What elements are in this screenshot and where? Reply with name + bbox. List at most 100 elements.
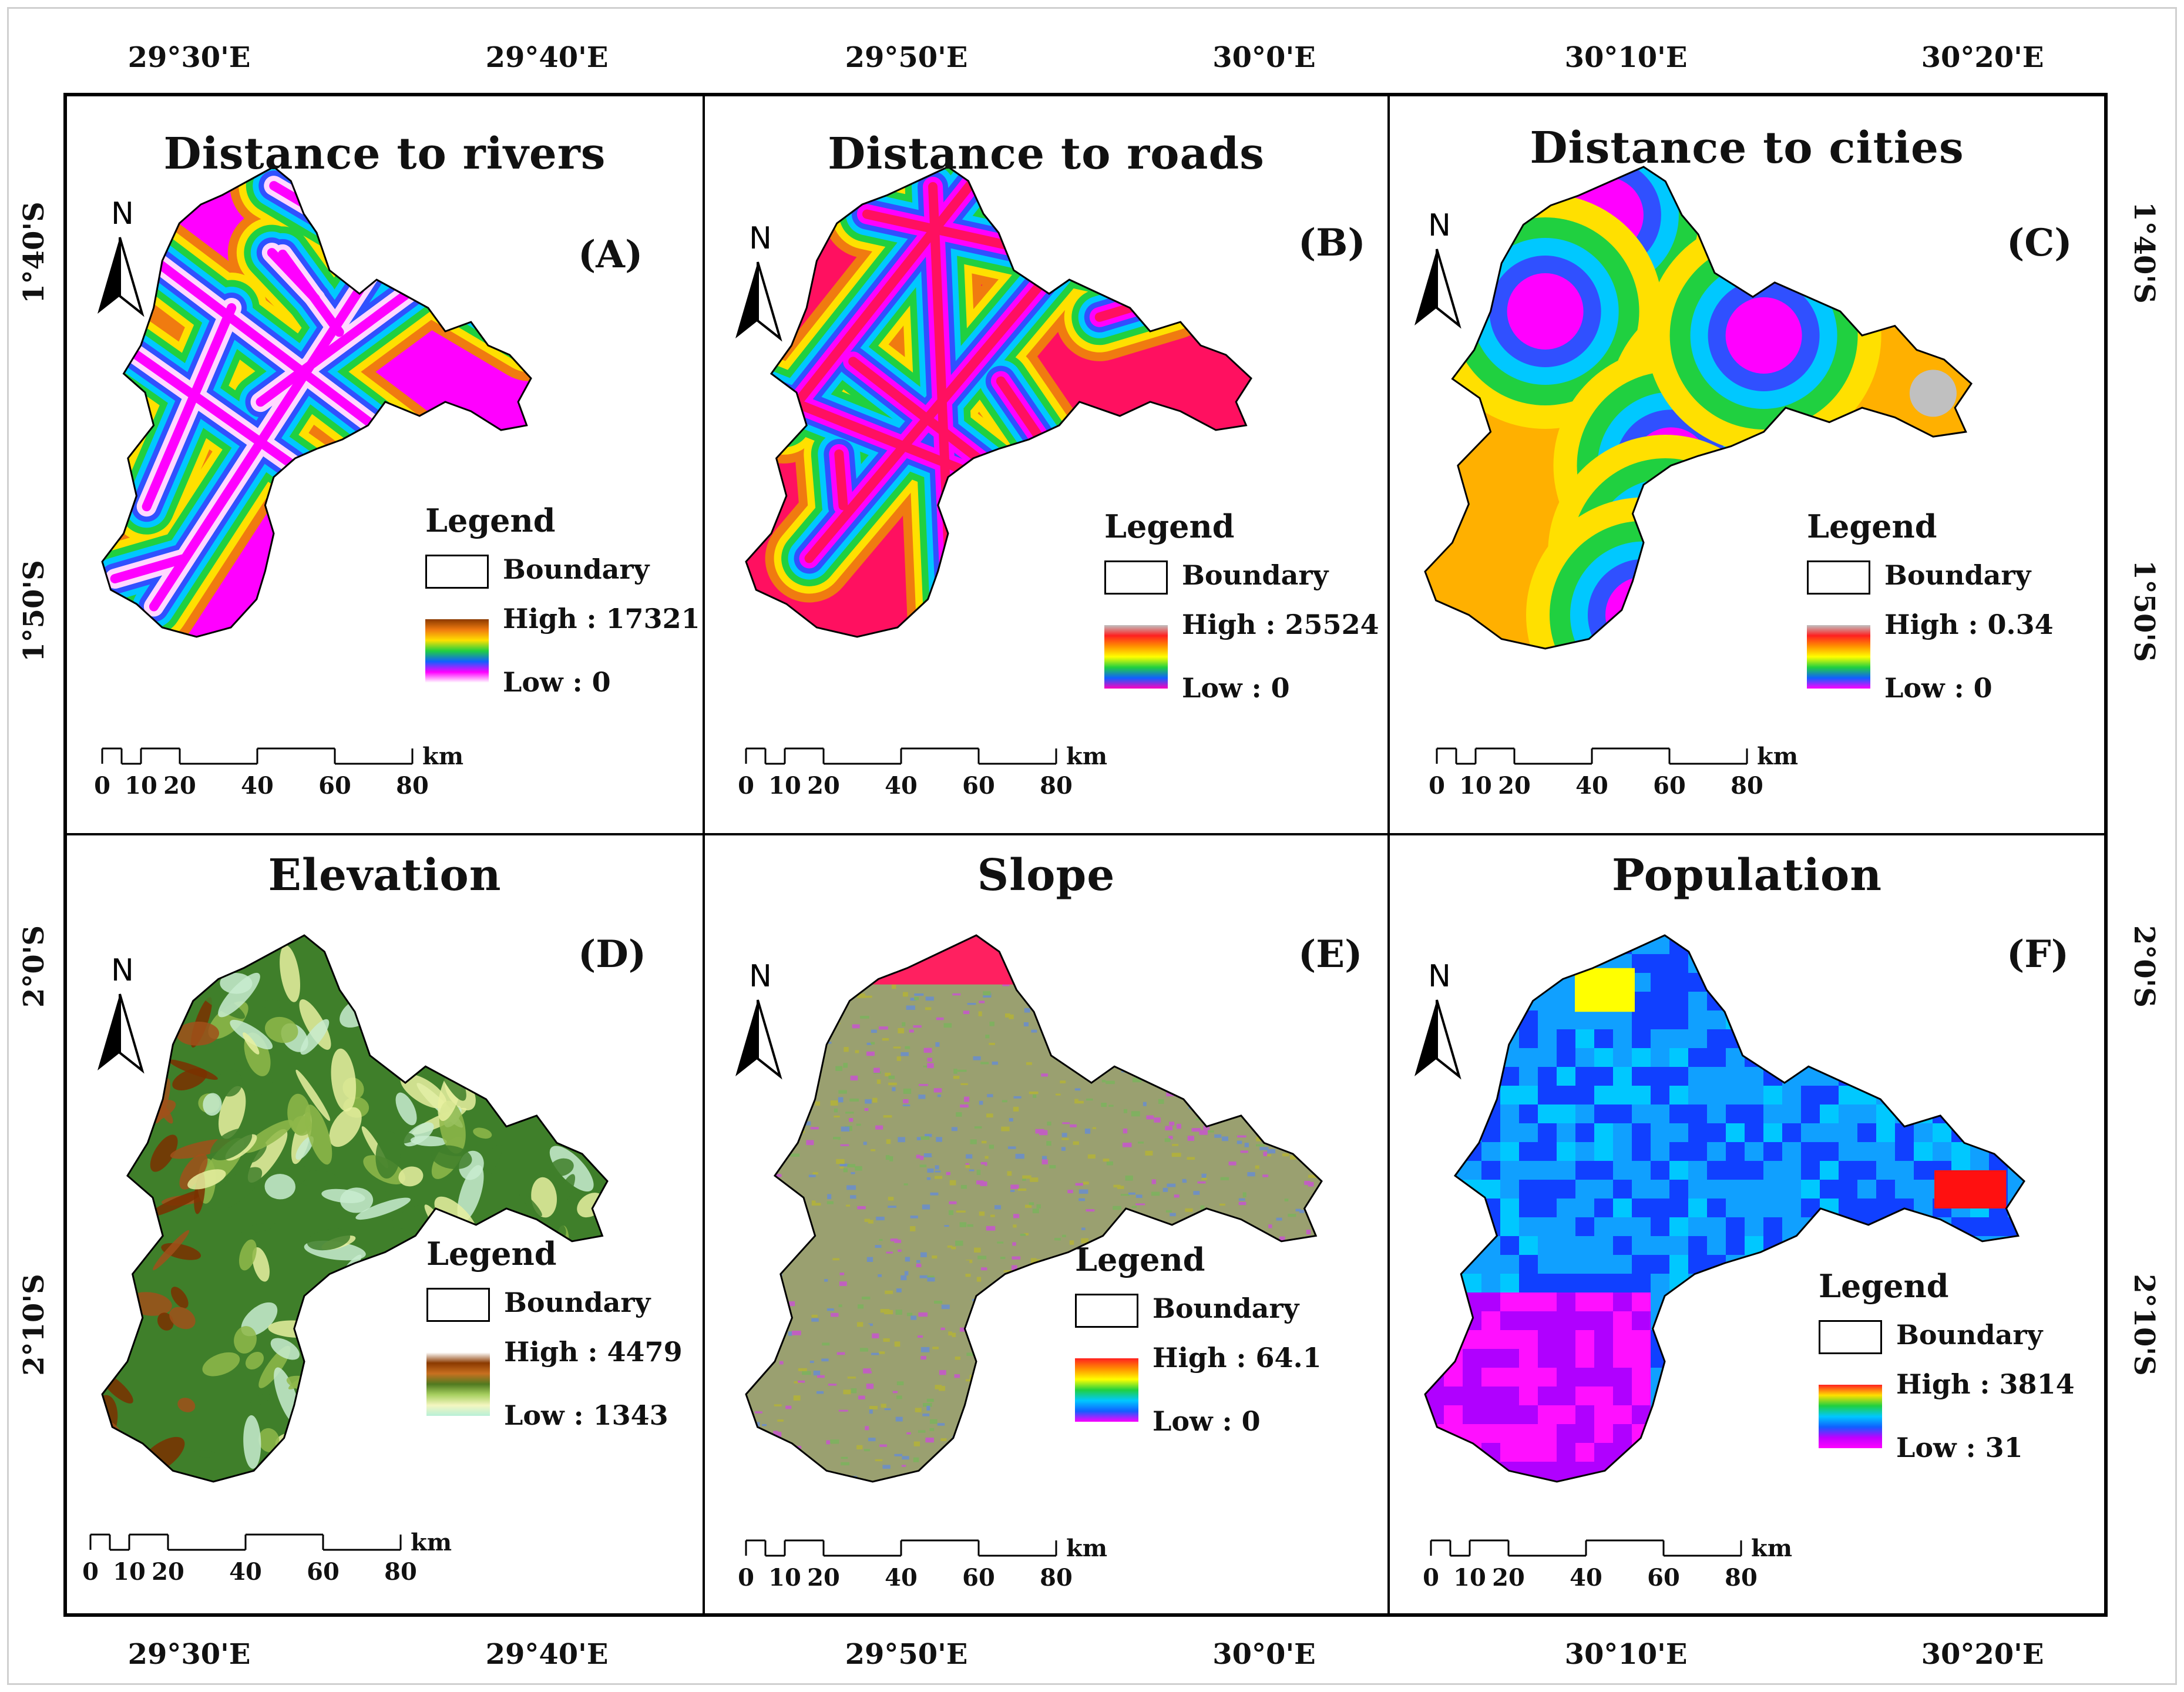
legend-boundary-swatch: [425, 555, 489, 589]
legend-color-ramp: [1104, 625, 1168, 689]
north-arrow-icon: [735, 999, 782, 1080]
legend-boundary-label: Boundary: [1896, 1319, 2043, 1351]
scale-bar: [745, 1539, 1057, 1557]
scale-tick-label: 0: [94, 772, 110, 800]
scale-tick-label: 10: [768, 772, 801, 800]
lat-label-right-2: 1°50'S: [2128, 560, 2161, 662]
panel-title: Distance to rivers: [163, 129, 606, 179]
legend-low-label: Low : 31: [1896, 1432, 2023, 1463]
scale-tick-label: 60: [318, 772, 351, 800]
legend-color-ramp: [1075, 1358, 1138, 1422]
scale-unit-label: km: [422, 743, 464, 770]
north-arrow-icon: [1414, 249, 1461, 329]
watershed-boundary: [745, 934, 1323, 1483]
scale-tick-label: 80: [1040, 1564, 1073, 1592]
scale-bar: [89, 1533, 402, 1551]
watershed-boundary: [1424, 934, 2025, 1483]
scale-unit-label: km: [411, 1529, 452, 1556]
watershed-boundary: [101, 934, 609, 1483]
north-label: N: [749, 221, 772, 256]
scale-tick-label: 80: [1725, 1564, 1758, 1592]
scale-bar: [1436, 747, 1748, 765]
legend-boundary-label: Boundary: [503, 553, 650, 585]
north-label: N: [111, 953, 134, 988]
panel-title: Slope: [977, 850, 1115, 901]
lon-label-top-2: 29°40'E: [485, 41, 609, 74]
legend-boundary-label: Boundary: [1153, 1292, 1299, 1324]
scale-tick-label: 10: [113, 1558, 146, 1586]
watershed-boundary: [745, 166, 1252, 638]
legend-title: Legend: [425, 502, 556, 539]
scale-tick-label: 0: [1423, 1564, 1439, 1592]
scale-tick-label: 20: [152, 1558, 184, 1586]
panel-slope: Slope (E) N Legend Boundary High : 64.1 Low : …: [705, 835, 1387, 1613]
scale-tick-label: 40: [241, 772, 274, 800]
lon-label-bottom-3: 29°50'E: [845, 1638, 968, 1671]
panel-letter: (F): [2007, 932, 2069, 976]
legend-boundary-swatch: [1819, 1320, 1882, 1354]
lat-label-right-3: 2°0'S: [2128, 925, 2161, 1008]
scale-tick-label: 20: [807, 1564, 840, 1592]
lat-label-left-2: 1°50'S: [18, 560, 51, 662]
panel-letter: (D): [578, 932, 647, 976]
map-raster-5: [1414, 934, 2025, 1557]
lon-label-bottom-4: 30°0'E: [1212, 1638, 1316, 1671]
panel-title: Distance to roads: [828, 129, 1265, 179]
panel-divider: [63, 833, 2108, 835]
legend-title: Legend: [426, 1235, 557, 1273]
legend-boundary-label: Boundary: [1182, 559, 1329, 591]
scale-tick-label: 0: [738, 772, 754, 800]
legend-color-ramp: [1819, 1385, 1882, 1448]
scale-tick-label: 20: [1498, 772, 1531, 800]
legend-boundary-swatch: [1104, 560, 1168, 595]
map-raster-2: [1414, 166, 1973, 765]
legend-high-label: High : 4479: [504, 1336, 683, 1368]
map-raster-3: [89, 934, 609, 1551]
north-arrow-icon: [735, 261, 782, 342]
scale-bar: [745, 747, 1057, 765]
scale-tick-label: 40: [885, 1564, 918, 1592]
lon-label-top-5: 30°10'E: [1564, 41, 1688, 74]
scale-unit-label: km: [1066, 1535, 1108, 1562]
lon-label-bottom-1: 29°30'E: [127, 1638, 251, 1671]
scale-tick-label: 40: [1570, 1564, 1602, 1592]
scale-tick-label: 80: [1040, 772, 1073, 800]
legend-title: Legend: [1104, 508, 1235, 545]
north-arrow-icon: [98, 993, 145, 1074]
legend-color-ramp: [425, 619, 489, 683]
legend-boundary-swatch: [1075, 1294, 1138, 1328]
lon-label-top-6: 30°20'E: [1921, 41, 2044, 74]
lat-label-left-3: 2°0'S: [18, 925, 51, 1008]
panel-distance-to-cities: Distance to cities (C) N Legend Boundary High…: [1390, 96, 2104, 833]
legend-title: Legend: [1819, 1267, 1949, 1305]
lon-label-top-4: 30°0'E: [1212, 41, 1316, 74]
scale-tick-label: 40: [885, 772, 918, 800]
legend-color-ramp: [1807, 625, 1870, 689]
lon-label-bottom-6: 30°20'E: [1921, 1638, 2044, 1671]
scale-tick-label: 10: [125, 772, 157, 800]
scale-tick-label: 20: [163, 772, 196, 800]
watershed-boundary: [101, 166, 532, 638]
legend-low-label: Low : 0: [1153, 1405, 1261, 1437]
panel-letter: (B): [1298, 221, 1366, 265]
scale-tick-label: 0: [738, 1564, 754, 1592]
legend-boundary-label: Boundary: [504, 1287, 651, 1318]
map-raster-4: [735, 934, 1323, 1557]
north-arrow-icon: [98, 237, 145, 317]
north-label: N: [749, 959, 772, 994]
legend-color-ramp: [426, 1352, 490, 1416]
scale-tick-label: 10: [1453, 1564, 1486, 1592]
map-raster-0: [98, 166, 532, 765]
lat-label-right-1: 1°40'S: [2128, 202, 2161, 304]
scale-tick-label: 80: [384, 1558, 417, 1586]
lat-label-right-4: 2°10'S: [2128, 1274, 2161, 1376]
scale-unit-label: km: [1757, 743, 1799, 770]
scale-bar: [1430, 1539, 1742, 1557]
scale-tick-label: 0: [82, 1558, 99, 1586]
scale-tick-label: 0: [1429, 772, 1445, 800]
scale-unit-label: km: [1066, 743, 1108, 770]
panel-distance-to-rivers: Distance to rivers (A) N Legend Boundary High…: [67, 96, 703, 833]
north-arrow-icon: [1414, 999, 1461, 1080]
panel-divider: [1387, 93, 1390, 1617]
scale-unit-label: km: [1751, 1535, 1793, 1562]
